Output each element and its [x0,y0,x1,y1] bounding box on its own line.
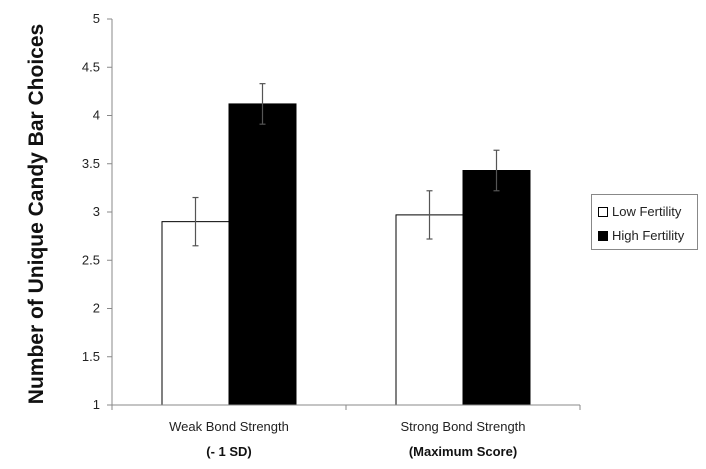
x-category-label: Weak Bond Strength [169,419,289,434]
legend: Low Fertility High Fertility [591,194,698,250]
bar-high-fertility [228,103,297,406]
y-tick-label: 3.5 [82,156,100,171]
legend-label-high-fertility: High Fertility [612,228,685,243]
bar-low-fertility [395,214,464,406]
x-category-sublabel: (Maximum Score) [409,444,517,459]
y-tick-label: 3 [93,204,100,219]
bars [161,103,531,406]
y-tick-label: 1 [93,397,100,412]
y-tick-label: 4 [93,108,100,123]
y-tick-label: 4.5 [82,59,100,74]
y-tick-label: 1.5 [82,349,100,364]
legend-swatch-high-fertility [598,230,608,241]
x-axis: Weak Bond Strength (- 1 SD) Strong Bond St… [111,404,581,459]
bar-high-fertility [462,170,531,406]
legend-item-high-fertility: High Fertility [598,228,684,243]
legend-item-low-fertility: Low Fertility [598,204,681,219]
bar-low-fertility [161,221,230,406]
y-tick-label: 5 [93,11,100,26]
error-bars [192,83,500,247]
y-axis-label: Number of Unique Candy Bar Choices [25,24,48,404]
y-axis: 1 1.5 2 2.5 3 3.5 4 4.5 5 [82,11,113,412]
y-tick-label: 2 [93,301,100,316]
x-category-sublabel: (- 1 SD) [206,444,252,459]
y-tick-label: 2.5 [82,252,100,267]
legend-label-low-fertility: Low Fertility [612,204,682,219]
x-category-label: Strong Bond Strength [400,419,525,434]
legend-swatch-low-fertility [598,206,608,217]
